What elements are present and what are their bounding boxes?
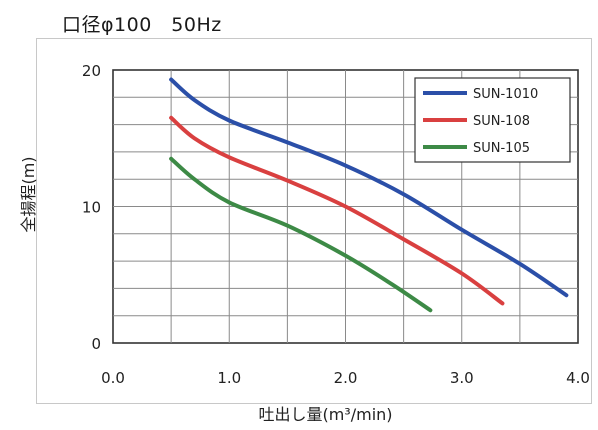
chart-title: 口径φ100 50Hz [62, 14, 222, 36]
x-tick-label: 3.0 [450, 369, 474, 387]
legend-label: SUN-105 [473, 141, 530, 156]
chart-frame [36, 38, 592, 404]
legend: SUN-1010 SUN-108 SUN-105 [414, 77, 571, 163]
legend-label: SUN-1010 [473, 87, 538, 102]
y-tick-label: 0 [91, 335, 101, 353]
x-tick-label: 2.0 [334, 369, 358, 387]
x-tick-label: 1.0 [217, 369, 241, 387]
y-tick-label: 20 [82, 62, 101, 80]
y-axis-label: 全揚程(m) [19, 156, 38, 232]
series-line-sun-105 [169, 156, 433, 313]
series-line-sun-1010 [169, 77, 569, 298]
x-axis-label: 吐出し量(m³/min) [258, 405, 392, 424]
tick-labels: 0.0 1.0 2.0 3.0 4.0 0 10 20 [82, 62, 590, 387]
x-tick-label: 0.0 [101, 369, 125, 387]
legend-label: SUN-108 [473, 114, 530, 129]
series-lines [169, 77, 569, 313]
series-line-sun-108 [169, 115, 505, 306]
x-tick-label: 4.0 [566, 369, 590, 387]
y-tick-label: 10 [82, 199, 101, 217]
